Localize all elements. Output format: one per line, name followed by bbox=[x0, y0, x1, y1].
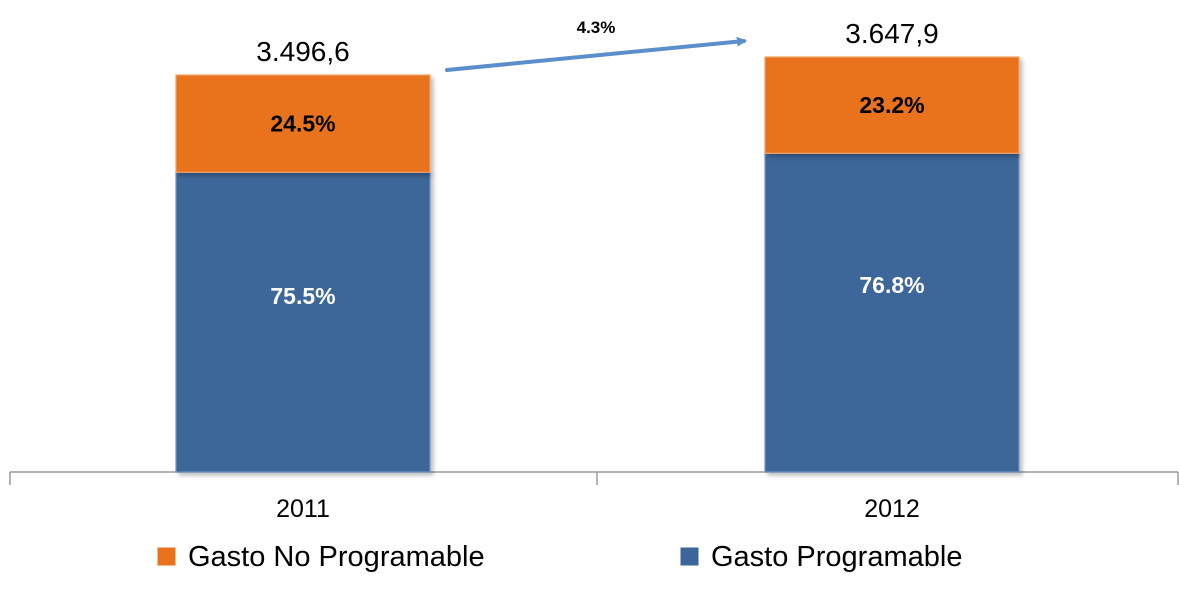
legend: Gasto No Programable Gasto Programable bbox=[156, 541, 962, 573]
bars-layer bbox=[175, 56, 1020, 473]
total-label: 3.496,6 bbox=[256, 36, 349, 67]
growth-arrow bbox=[445, 36, 747, 72]
legend-swatch bbox=[156, 546, 177, 567]
bar-segment-gasto-programable bbox=[175, 171, 431, 473]
annotation-layer: 4.3% bbox=[445, 18, 747, 72]
data-label-gasto-no-programable: 24.5% bbox=[270, 111, 335, 137]
growth-label: 4.3% bbox=[577, 18, 616, 37]
bar-segment-gasto-no-programable bbox=[764, 56, 1020, 154]
data-label-gasto-programable: 75.5% bbox=[270, 283, 335, 309]
bar-segment-gasto-programable bbox=[764, 152, 1020, 473]
x-tick-label: 2011 bbox=[276, 495, 330, 523]
bar-segment-gasto-no-programable bbox=[175, 74, 431, 173]
total-label: 3.647,9 bbox=[845, 18, 938, 49]
legend-entry-label: Gasto Programable bbox=[711, 541, 962, 573]
labels-layer: 75.5% 24.5% 3.496,6 2011 76.8% 23.2% 3.647,9 20… bbox=[256, 18, 938, 523]
axis-layer bbox=[9, 471, 1179, 485]
x-tick-label: 2012 bbox=[864, 495, 920, 523]
legend-swatch bbox=[679, 546, 700, 567]
legend-entry-label: Gasto No Programable bbox=[188, 541, 485, 573]
data-label-gasto-no-programable: 23.2% bbox=[859, 92, 924, 118]
data-label-gasto-programable: 76.8% bbox=[859, 272, 924, 298]
